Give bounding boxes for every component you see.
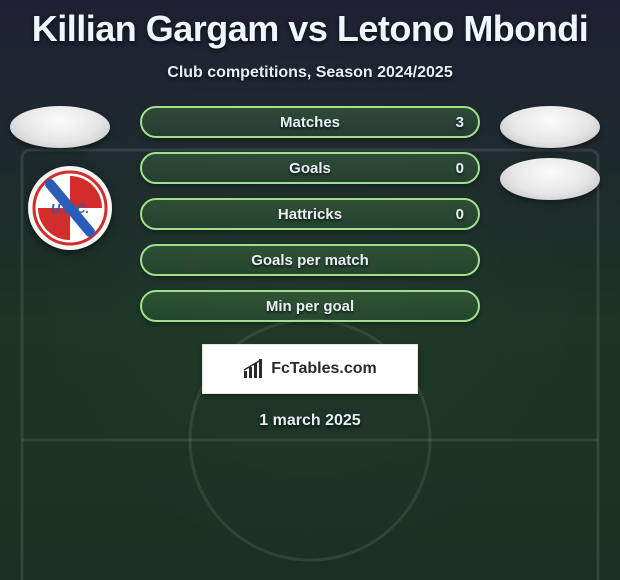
club-badge-svg: U.S.C. [32,170,108,246]
player2-club-ellipse-2 [500,158,600,200]
stat-right-value: 3 [456,114,464,131]
brand-text: FcTables.com [271,360,377,378]
page-title: Killian Gargam vs Letono Mbondi [0,0,620,50]
stat-right-value: 0 [456,160,464,177]
stat-label: Goals per match [251,252,369,269]
club-badge-text: U.S.C. [51,201,89,216]
comparison-content: U.S.C. Matches 3 Goals 0 Hattricks 0 Goa… [0,106,620,430]
snapshot-date: 1 march 2025 [0,412,620,430]
stat-label: Goals [289,160,331,177]
stat-row-goals-per-match: Goals per match [140,244,480,276]
stat-label: Hattricks [278,206,342,223]
bar-chart-icon [243,358,265,380]
stat-row-goals: Goals 0 [140,152,480,184]
player1-club-ellipse [10,106,110,148]
stat-right-value: 0 [456,206,464,223]
stat-row-min-per-goal: Min per goal [140,290,480,322]
player1-club-badge: U.S.C. [28,166,112,250]
player2-club-ellipse-1 [500,106,600,148]
stat-row-hattricks: Hattricks 0 [140,198,480,230]
subtitle: Club competitions, Season 2024/2025 [0,64,620,82]
stat-label: Matches [280,114,340,131]
stat-label: Min per goal [266,298,354,315]
stat-row-matches: Matches 3 [140,106,480,138]
brand-watermark: FcTables.com [202,344,418,394]
stats-list: Matches 3 Goals 0 Hattricks 0 Goals per … [140,106,480,322]
